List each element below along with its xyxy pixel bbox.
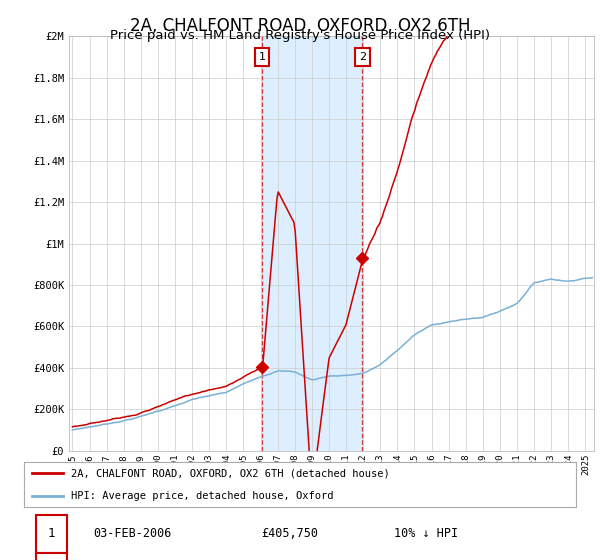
Text: 2A, CHALFONT ROAD, OXFORD, OX2 6TH: 2A, CHALFONT ROAD, OXFORD, OX2 6TH xyxy=(130,17,470,35)
Text: 1: 1 xyxy=(48,528,55,540)
Text: HPI: Average price, detached house, Oxford: HPI: Average price, detached house, Oxfo… xyxy=(71,491,334,501)
Text: £405,750: £405,750 xyxy=(262,528,319,540)
Text: 2: 2 xyxy=(359,52,366,62)
Text: 1: 1 xyxy=(259,52,266,62)
FancyBboxPatch shape xyxy=(36,553,67,560)
FancyBboxPatch shape xyxy=(36,515,67,553)
Text: 03-FEB-2006: 03-FEB-2006 xyxy=(93,528,172,540)
Text: 10% ↓ HPI: 10% ↓ HPI xyxy=(394,528,458,540)
Text: Price paid vs. HM Land Registry's House Price Index (HPI): Price paid vs. HM Land Registry's House … xyxy=(110,29,490,42)
Text: 2A, CHALFONT ROAD, OXFORD, OX2 6TH (detached house): 2A, CHALFONT ROAD, OXFORD, OX2 6TH (deta… xyxy=(71,468,389,478)
Bar xyxy=(262,36,362,451)
